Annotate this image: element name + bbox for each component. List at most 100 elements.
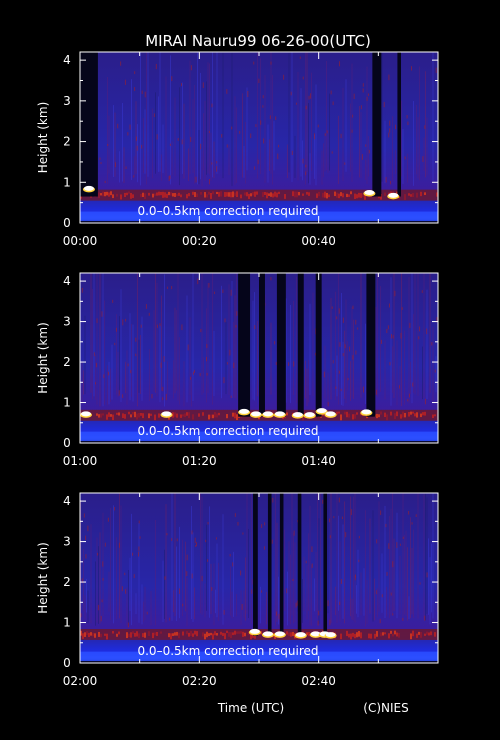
boundary-layer-speckle — [118, 412, 120, 416]
boundary-layer-speckle — [356, 632, 358, 638]
boundary-layer-speckle — [128, 633, 130, 638]
signal-streak — [87, 590, 89, 624]
signal-streak — [120, 505, 122, 624]
signal-speckle — [322, 499, 324, 504]
signal-speckle — [419, 326, 421, 332]
signal-streak — [429, 273, 431, 393]
signal-streak — [345, 79, 347, 172]
boundary-layer-speckle — [376, 413, 378, 419]
cloud-return — [83, 185, 94, 191]
cloud-return — [80, 411, 91, 417]
signal-speckle — [181, 83, 183, 87]
signal-speckle — [277, 153, 279, 160]
signal-speckle — [410, 66, 412, 71]
signal-speckle — [83, 513, 85, 518]
boundary-layer-speckle — [350, 633, 352, 640]
signal-speckle — [318, 610, 320, 616]
signal-streak — [260, 58, 261, 175]
signal-speckle — [327, 402, 329, 407]
boundary-layer-speckle — [208, 633, 210, 637]
boundary-layer-speckle — [192, 191, 194, 195]
signal-speckle — [391, 334, 393, 339]
signal-streak — [294, 135, 296, 178]
signal-speckle — [388, 543, 390, 549]
signal-speckle — [352, 305, 354, 310]
signal-speckle — [124, 572, 126, 576]
signal-streak — [389, 515, 390, 619]
signal-streak — [314, 134, 315, 179]
boundary-layer-speckle — [236, 191, 238, 198]
signal-speckle — [104, 180, 106, 184]
signal-streak — [330, 493, 332, 624]
signal-speckle — [207, 559, 209, 562]
signal-streak — [359, 105, 360, 178]
boundary-layer-speckle — [154, 632, 156, 636]
signal-speckle — [122, 394, 124, 398]
boundary-layer-speckle — [170, 192, 172, 196]
signal-streak — [408, 276, 410, 404]
signal-streak — [122, 103, 123, 182]
boundary-layer-speckle — [210, 632, 212, 636]
signal-speckle — [200, 143, 202, 150]
signal-streak — [318, 518, 320, 624]
signal-streak — [207, 283, 209, 394]
signal-speckle — [381, 339, 383, 344]
boundary-layer-speckle — [156, 192, 158, 196]
boundary-layer-speckle — [216, 633, 218, 636]
signal-speckle — [138, 551, 140, 557]
boundary-layer-speckle — [110, 414, 112, 417]
signal-speckle — [345, 532, 347, 538]
signal-speckle — [107, 143, 109, 147]
signal-speckle — [333, 516, 335, 519]
boundary-layer-speckle — [284, 194, 286, 199]
signal-streak — [245, 121, 246, 184]
signal-streak — [144, 109, 146, 174]
signal-streak — [413, 314, 414, 393]
signal-streak — [84, 315, 86, 395]
signal-streak — [291, 52, 293, 182]
signal-streak — [330, 298, 332, 400]
boundary-layer-speckle — [206, 631, 208, 638]
signal-streak — [173, 590, 174, 613]
boundary-layer-speckle — [318, 191, 320, 197]
signal-streak — [242, 93, 243, 178]
boundary-layer-speckle — [402, 411, 404, 418]
boundary-layer-speckle — [190, 630, 192, 636]
signal-streak — [189, 317, 191, 395]
signal-speckle — [107, 517, 109, 522]
boundary-layer-speckle — [174, 412, 176, 417]
cloud-return — [292, 412, 303, 418]
signal-streak — [177, 273, 179, 401]
signal-speckle — [133, 574, 135, 579]
signal-speckle — [269, 115, 271, 120]
signal-speckle — [115, 327, 117, 332]
signal-speckle — [353, 93, 355, 100]
signal-speckle — [344, 344, 346, 349]
signal-speckle — [102, 561, 104, 567]
signal-streak — [234, 96, 236, 185]
signal-speckle — [276, 611, 278, 616]
signal-streak — [137, 273, 138, 407]
signal-speckle — [138, 546, 140, 552]
signal-streak — [216, 543, 218, 618]
boundary-layer-speckle — [186, 412, 188, 416]
boundary-layer-speckle — [272, 411, 274, 414]
signal-speckle — [407, 399, 409, 402]
boundary-layer-speckle — [220, 191, 222, 197]
near-surface-layer — [80, 651, 438, 661]
signal-speckle — [399, 543, 401, 546]
signal-streak — [128, 569, 129, 626]
signal-speckle — [415, 514, 417, 518]
signal-speckle — [302, 158, 304, 164]
signal-speckle — [342, 317, 344, 323]
signal-speckle — [127, 622, 129, 628]
boundary-layer-speckle — [430, 631, 432, 636]
signal-streak — [374, 578, 375, 621]
signal-streak — [99, 532, 101, 624]
boundary-layer-speckle — [360, 413, 362, 416]
credit-label: (C)NIES — [363, 701, 408, 715]
signal-speckle — [426, 328, 428, 335]
signal-speckle — [323, 371, 325, 378]
signal-streak — [156, 282, 158, 397]
